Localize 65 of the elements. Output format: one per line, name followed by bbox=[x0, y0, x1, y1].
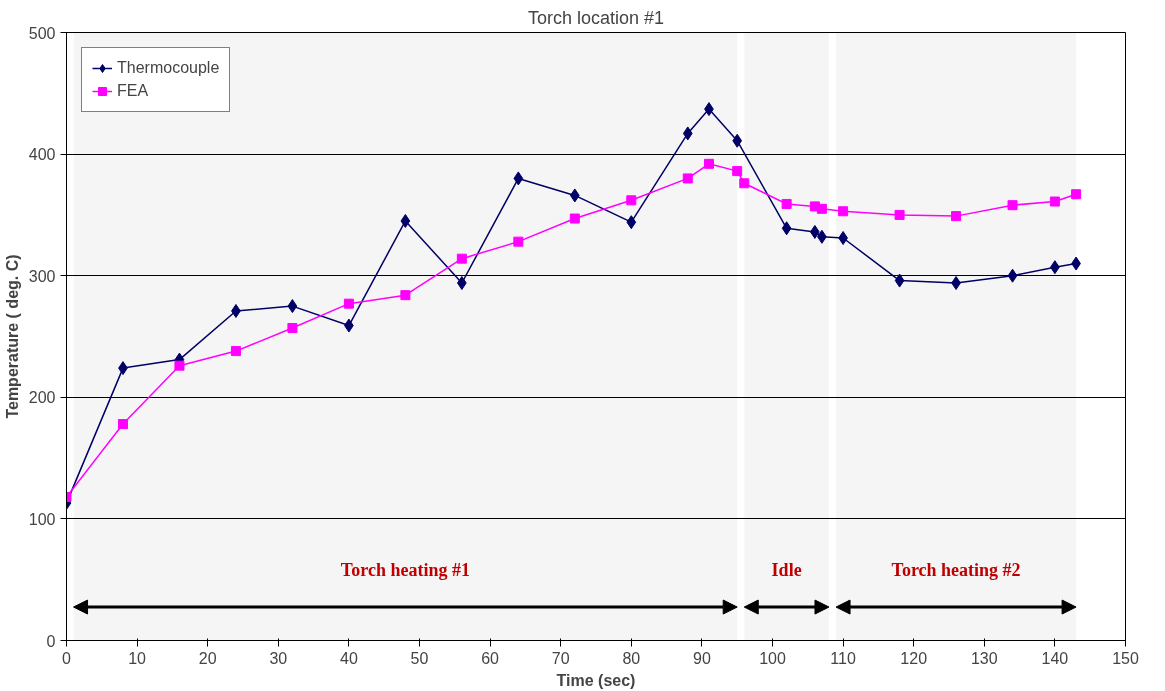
x-axis-title: Time (sec) bbox=[556, 671, 636, 689]
x-tick-label: 50 bbox=[410, 649, 429, 667]
x-tick-label: 30 bbox=[269, 649, 288, 667]
point bbox=[739, 178, 750, 189]
point bbox=[781, 198, 792, 209]
point bbox=[287, 299, 298, 314]
x-tick-label: 140 bbox=[1041, 649, 1069, 667]
y-tick-label: 500 bbox=[28, 24, 56, 42]
x-tick-label: 100 bbox=[759, 649, 786, 667]
y-axis-title: Temperature ( deg. C) bbox=[3, 254, 21, 419]
point bbox=[287, 322, 298, 333]
legend-label: Thermocouple bbox=[117, 59, 220, 77]
x-tick-label: 110 bbox=[830, 649, 856, 667]
point bbox=[1007, 268, 1018, 283]
point bbox=[816, 203, 827, 214]
x-tick-label: 80 bbox=[622, 649, 641, 667]
point bbox=[117, 419, 128, 430]
point bbox=[1071, 189, 1082, 200]
y-tick-label: 100 bbox=[28, 510, 56, 528]
x-tick-label: 70 bbox=[551, 649, 570, 667]
point bbox=[951, 276, 961, 290]
point bbox=[838, 206, 849, 217]
point bbox=[569, 213, 580, 224]
band-label: Torch heating #2 bbox=[891, 559, 1021, 580]
band-label: Idle bbox=[771, 559, 802, 580]
point bbox=[732, 133, 743, 148]
point bbox=[682, 173, 693, 184]
point bbox=[400, 290, 411, 301]
point bbox=[1007, 200, 1018, 211]
point bbox=[230, 346, 241, 357]
point bbox=[174, 360, 185, 371]
x-tick-label: 60 bbox=[481, 649, 500, 667]
x-tick-label: 40 bbox=[340, 649, 358, 667]
point bbox=[894, 209, 905, 220]
chart-title: Torch location #1 bbox=[527, 7, 665, 28]
point bbox=[456, 253, 467, 264]
band-label: Torch heating #1 bbox=[340, 559, 470, 580]
y-tick-label: 0 bbox=[46, 632, 56, 650]
point bbox=[343, 298, 354, 309]
point bbox=[457, 276, 467, 290]
x-tick-label: 150 bbox=[1112, 649, 1139, 667]
point bbox=[838, 231, 848, 245]
point bbox=[1049, 196, 1060, 207]
point bbox=[682, 126, 693, 141]
point bbox=[703, 158, 714, 169]
x-tick-label: 20 bbox=[198, 649, 217, 667]
point bbox=[513, 236, 524, 247]
point bbox=[569, 188, 580, 203]
point bbox=[894, 273, 905, 288]
point bbox=[732, 166, 743, 177]
point bbox=[951, 211, 962, 222]
point bbox=[781, 221, 792, 236]
x-tick-label: 0 bbox=[62, 649, 72, 667]
point bbox=[626, 215, 637, 230]
x-tick-label: 10 bbox=[128, 649, 147, 667]
x-tick-label: 90 bbox=[693, 649, 711, 667]
legend-label: FEA bbox=[117, 82, 149, 100]
x-tick-label: 130 bbox=[970, 649, 998, 667]
point bbox=[626, 195, 637, 206]
y-tick-label: 200 bbox=[28, 389, 56, 407]
point bbox=[513, 171, 524, 186]
point bbox=[400, 213, 411, 228]
x-tick-label: 120 bbox=[900, 649, 928, 667]
y-tick-label: 300 bbox=[28, 267, 56, 285]
y-tick-label: 400 bbox=[28, 146, 56, 164]
